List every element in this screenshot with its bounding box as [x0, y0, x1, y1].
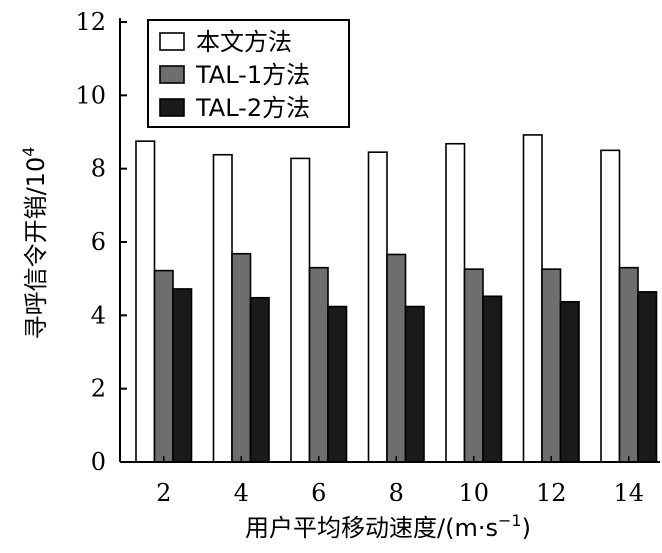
bar-2-14 [618, 266, 639, 463]
bar-1-2 [135, 140, 156, 463]
bar-2-6 [308, 266, 329, 463]
bar-2-2 [153, 269, 174, 463]
bar-1-12 [522, 134, 543, 463]
x-tick-label-14: 14 [613, 479, 644, 507]
legend-label-1: 本文方法 [196, 28, 292, 56]
bar-1-8 [367, 151, 388, 463]
x-axis-label: 用户平均移动速度/(m·s−1) [245, 511, 531, 542]
y-axis-label-exponent: 4 [19, 147, 38, 157]
y-tick-label-4: 4 [91, 301, 106, 329]
bar-2-10 [463, 268, 484, 463]
y-tick-label-2: 2 [91, 375, 106, 403]
bar-3-4 [249, 296, 270, 463]
bar-3-6 [327, 305, 348, 463]
ticks-layer: 0 2 4 6 8 10 12 2 4 6 8 10 12 14 [75, 8, 644, 507]
y-tick-label-6: 6 [91, 228, 106, 256]
legend-swatch-2 [159, 65, 185, 84]
y-tick-label-12: 12 [75, 8, 106, 36]
bar-1-4 [212, 153, 233, 463]
x-tick-label-2: 2 [156, 479, 171, 507]
legend-swatch-1 [159, 32, 185, 51]
bar-2-4 [231, 252, 252, 463]
x-axis-label-suffix: ) [522, 514, 531, 542]
bar-2-12 [541, 268, 562, 463]
legend: 本文方法 TAL-1方法 TAL-2方法 [147, 19, 350, 128]
bar-3-2 [172, 288, 193, 463]
y-tick-label-10: 10 [75, 81, 106, 109]
bars-layer [135, 134, 658, 463]
bar-3-10 [482, 295, 503, 463]
bar-1-6 [290, 157, 311, 463]
x-tick-label-8: 8 [389, 479, 404, 507]
x-tick-label-12: 12 [536, 479, 567, 507]
x-tick-label-4: 4 [234, 479, 249, 507]
bar-1-14 [600, 149, 621, 463]
y-tick-label-0: 0 [91, 448, 106, 476]
y-axis-label: 寻呼信令开销/104 [19, 147, 50, 340]
legend-label-3: TAL-2方法 [195, 94, 310, 122]
x-axis-label-base: 用户平均移动速度/(m·s [245, 514, 498, 542]
x-axis-label-exponent: −1 [498, 511, 522, 530]
bar-3-8 [404, 305, 425, 463]
y-tick-label-8: 8 [91, 155, 106, 183]
bar-3-12 [559, 300, 580, 463]
bar-1-10 [445, 142, 466, 463]
x-tick-label-6: 6 [311, 479, 326, 507]
bar-2-8 [386, 253, 407, 463]
legend-label-2: TAL-1方法 [195, 61, 310, 89]
y-axis-label-base: 寻呼信令开销/10 [22, 157, 50, 340]
x-tick-label-10: 10 [458, 479, 489, 507]
legend-swatch-3 [159, 98, 185, 117]
bar-3-14 [637, 291, 658, 463]
